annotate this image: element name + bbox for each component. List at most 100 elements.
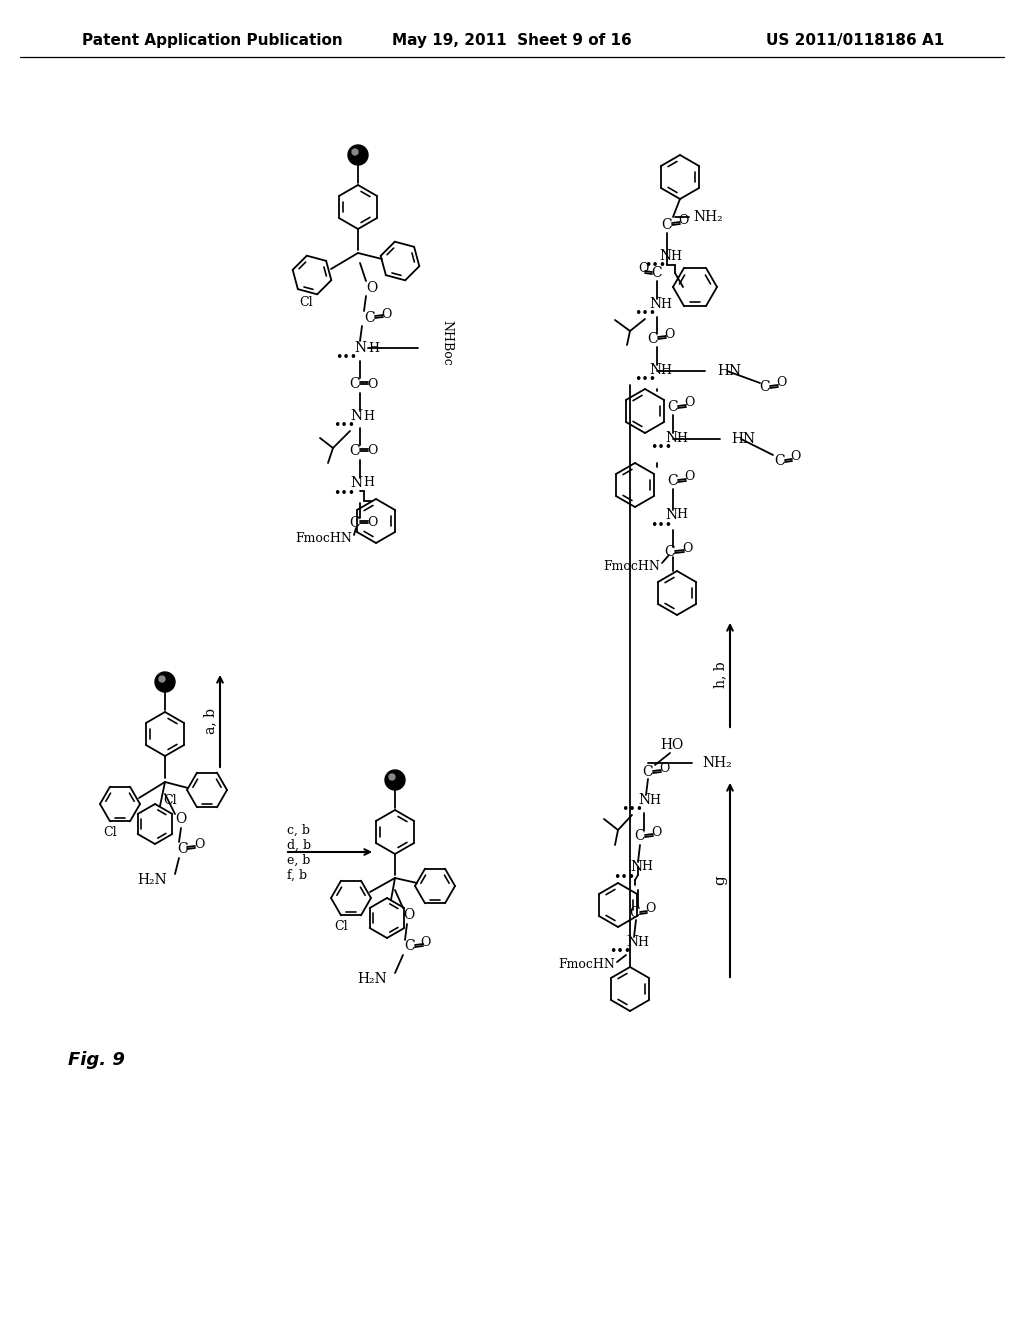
Text: H: H [676,432,687,445]
Text: H: H [676,508,687,521]
Text: N: N [649,297,662,312]
Text: H: H [637,936,648,949]
Text: May 19, 2011  Sheet 9 of 16: May 19, 2011 Sheet 9 of 16 [392,33,632,48]
Text: N: N [665,508,677,521]
Text: •••: ••• [621,804,643,817]
Text: H₂N: H₂N [357,972,387,986]
Text: C: C [665,545,675,558]
Text: C: C [404,939,416,953]
Text: C: C [662,218,673,232]
Text: Cl: Cl [334,920,348,932]
Text: O: O [664,329,674,342]
Text: O: O [367,445,377,458]
Text: C: C [635,829,645,843]
Text: H: H [362,477,374,490]
Text: Cl: Cl [163,793,177,807]
Text: C: C [668,474,678,488]
Text: O: O [790,450,800,463]
Text: •••: ••• [650,441,672,454]
Text: C: C [648,333,658,346]
Text: N: N [638,793,650,807]
Circle shape [155,672,175,692]
Text: •••: ••• [634,372,656,385]
Text: O: O [638,263,648,276]
Text: •••: ••• [609,945,631,958]
Text: d, b: d, b [287,838,311,851]
Text: C: C [760,380,770,393]
Text: O: O [684,396,694,409]
Text: HN: HN [731,432,755,446]
Text: H: H [660,363,671,376]
Text: O: O [367,281,378,294]
Text: O: O [651,825,662,838]
Text: NHBoc: NHBoc [440,321,453,366]
Text: Fig. 9: Fig. 9 [68,1051,125,1069]
Text: h, b: h, b [713,661,727,688]
Text: N: N [649,363,662,378]
Text: c, b: c, b [287,824,310,837]
Text: H: H [641,861,652,874]
Text: H: H [368,342,379,355]
Text: C: C [668,400,678,414]
Text: H: H [362,409,374,422]
Text: O: O [367,378,377,391]
Text: FmocHN: FmocHN [603,561,660,573]
Text: N: N [665,432,677,445]
Text: H: H [649,793,660,807]
Text: HO: HO [660,738,683,752]
Text: FmocHN: FmocHN [558,958,615,972]
Text: •••: ••• [333,487,355,499]
Text: Patent Application Publication: Patent Application Publication [82,33,343,48]
Circle shape [159,676,165,682]
Text: C: C [630,906,640,920]
Text: O: O [682,541,692,554]
Text: g: g [713,875,727,884]
Text: •••: ••• [613,870,635,883]
Text: C: C [349,516,360,531]
Text: C: C [349,378,360,391]
Text: C: C [365,312,376,325]
Text: N: N [658,249,671,263]
Text: O: O [420,936,430,949]
Text: f, b: f, b [287,869,307,882]
Text: FmocHN: FmocHN [295,532,352,544]
Text: C: C [651,267,663,280]
Text: Cl: Cl [103,825,117,838]
Text: C: C [349,444,360,458]
Text: HN: HN [717,364,741,378]
Text: N: N [350,409,362,422]
Text: C: C [178,842,188,855]
Text: N: N [354,341,366,355]
Text: •••: ••• [650,519,672,532]
Text: •••: ••• [634,308,656,321]
Text: H: H [660,297,671,310]
Text: C: C [775,454,785,469]
Text: O: O [678,214,688,227]
Text: N: N [350,477,362,490]
Text: O: O [776,376,786,389]
Text: •••: ••• [335,351,357,364]
Text: NH₂: NH₂ [702,756,732,770]
Circle shape [348,145,368,165]
Text: O: O [403,908,415,921]
Text: •••: ••• [644,260,666,272]
Text: N: N [630,861,642,874]
Text: O: O [367,516,377,529]
Text: O: O [175,812,186,826]
Text: e, b: e, b [287,854,310,866]
Text: N: N [626,935,638,949]
Text: a, b: a, b [203,708,217,734]
Circle shape [385,770,406,789]
Text: H₂N: H₂N [137,873,167,887]
Text: O: O [658,762,670,775]
Text: NH₂: NH₂ [693,210,723,224]
Text: O: O [194,838,204,851]
Text: C: C [643,766,653,779]
Text: Cl: Cl [299,297,312,309]
Circle shape [352,149,358,154]
Text: US 2011/0118186 A1: US 2011/0118186 A1 [766,33,944,48]
Text: O: O [381,308,391,321]
Text: H: H [670,249,681,263]
Circle shape [389,774,395,780]
Text: •••: ••• [333,420,355,433]
